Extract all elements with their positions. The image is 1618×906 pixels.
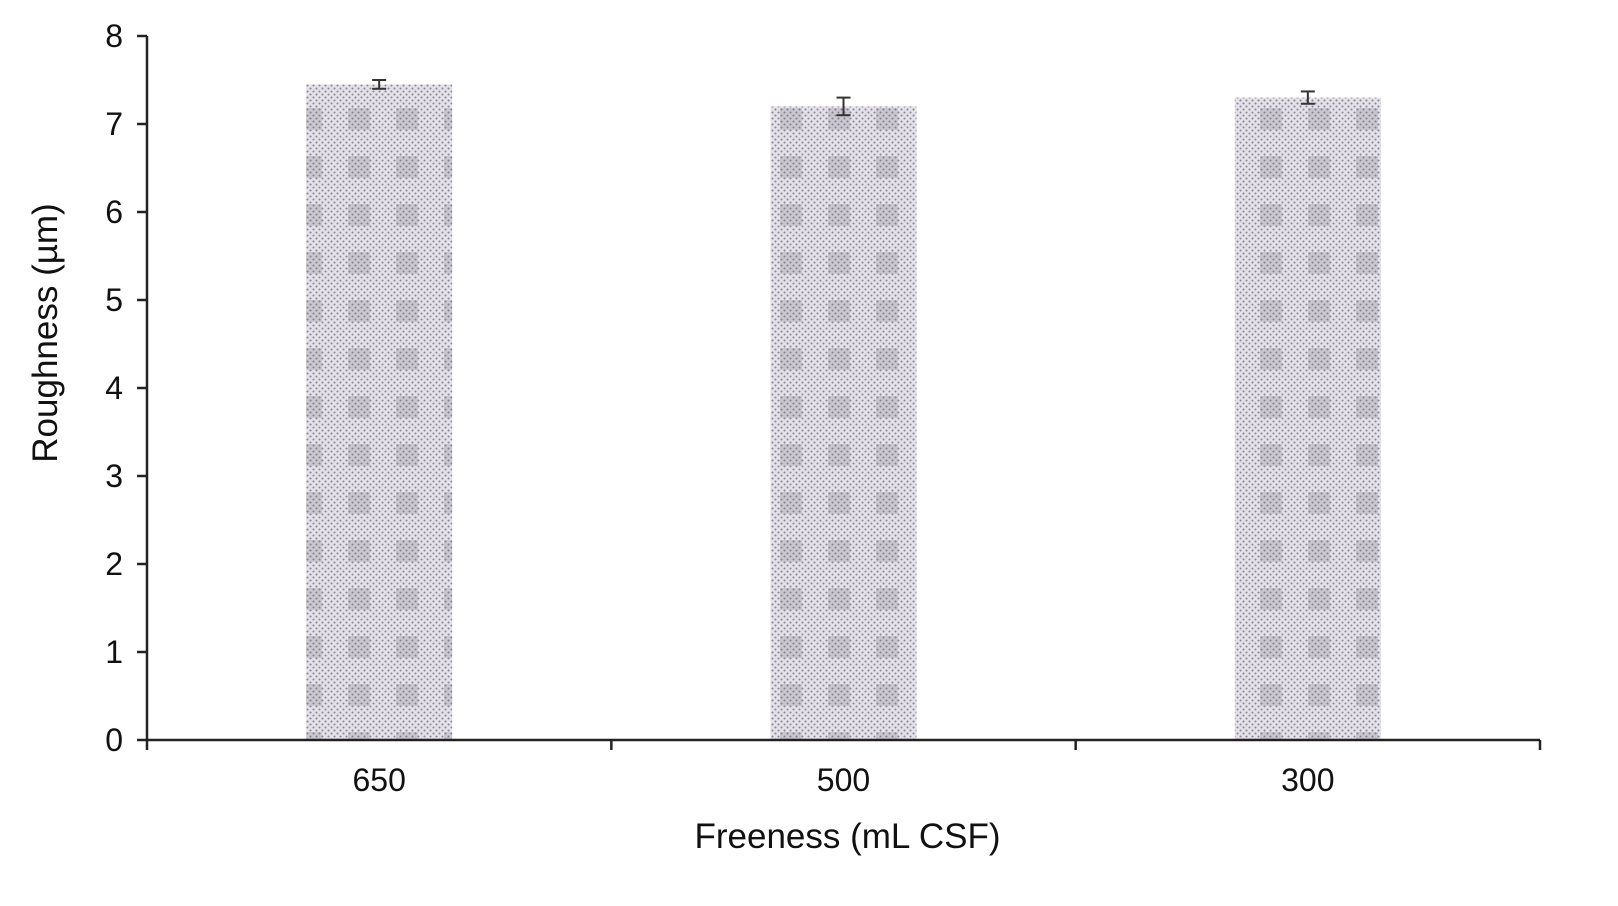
y-tick-label: 1 bbox=[105, 634, 123, 670]
bars bbox=[306, 84, 1381, 741]
x-tick-label: 300 bbox=[1281, 762, 1334, 798]
y-tick-label: 0 bbox=[105, 722, 123, 758]
bar-texture bbox=[1234, 97, 1381, 741]
error-bars bbox=[372, 79, 1315, 117]
y-tick-label: 3 bbox=[105, 458, 123, 494]
y-ticks: 0 1 2 3 4 5 6 7 8 bbox=[105, 18, 147, 758]
bar-texture bbox=[306, 84, 453, 740]
x-tick-label: 500 bbox=[817, 762, 870, 798]
y-tick-label: 8 bbox=[105, 18, 123, 54]
x-ticks: 650 500 300 bbox=[145, 740, 1542, 798]
y-axis-title: Roughness (µm) bbox=[26, 203, 65, 462]
y-tick-label: 7 bbox=[105, 106, 123, 142]
bar-500 bbox=[770, 106, 917, 740]
bar-650 bbox=[306, 84, 453, 740]
error-bar bbox=[836, 96, 851, 117]
x-tick-label: 650 bbox=[352, 762, 405, 798]
x-axis: 650 500 300 bbox=[145, 738, 1542, 798]
x-axis-title: Freeness (mL CSF) bbox=[695, 817, 1001, 856]
y-axis: 0 1 2 3 4 5 6 7 8 bbox=[105, 18, 149, 758]
bar-300 bbox=[1234, 97, 1381, 741]
error-bar bbox=[1300, 90, 1315, 105]
y-tick-label: 6 bbox=[105, 194, 123, 230]
error-bar bbox=[372, 79, 387, 90]
bar-texture bbox=[770, 106, 917, 740]
y-tick-label: 4 bbox=[105, 370, 123, 406]
y-tick-label: 5 bbox=[105, 282, 123, 318]
y-tick-label: 2 bbox=[105, 546, 123, 582]
